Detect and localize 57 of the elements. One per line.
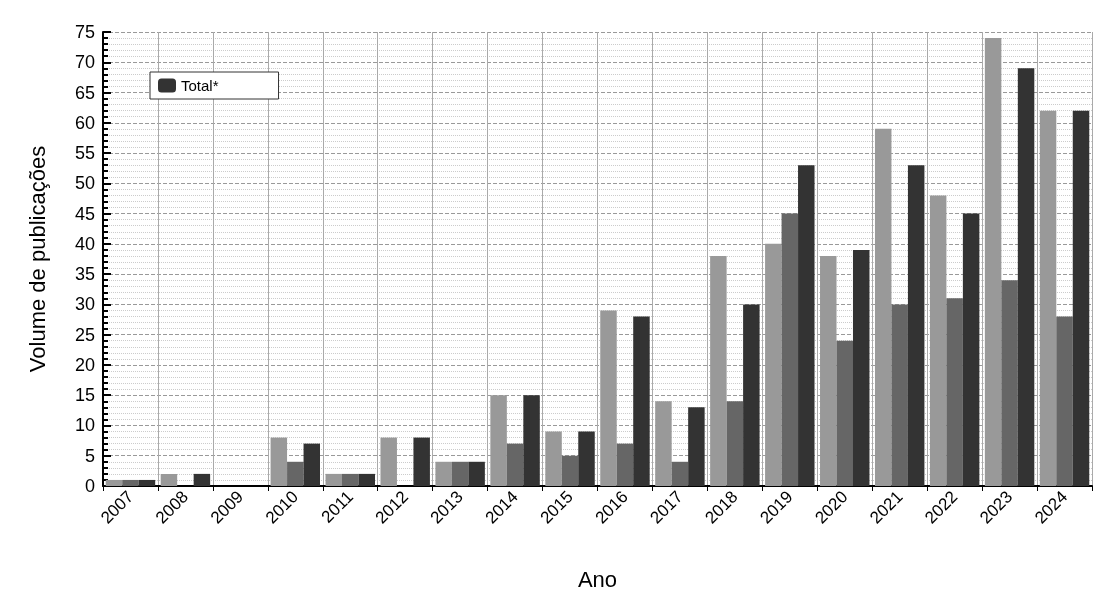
bar	[891, 304, 908, 486]
x-axis-title: Ano	[577, 566, 618, 592]
y-axis-title: Volume de publicações	[24, 145, 50, 373]
y-tick-label: 45	[74, 203, 95, 224]
bar	[962, 213, 980, 486]
bar	[852, 249, 870, 486]
bar	[798, 165, 815, 486]
bar	[413, 437, 430, 486]
bar	[1017, 68, 1035, 486]
bar	[325, 473, 343, 486]
bar	[1072, 110, 1090, 486]
legend-label: Total*	[181, 77, 219, 94]
bar	[688, 407, 705, 486]
bar	[193, 473, 211, 486]
y-tick-label: 35	[74, 264, 95, 285]
bar	[342, 473, 359, 486]
bar	[946, 298, 963, 486]
y-tick-label: 5	[84, 445, 95, 466]
y-tick-label: 15	[74, 385, 95, 406]
bar	[105, 479, 123, 486]
bar	[468, 461, 485, 486]
bar	[781, 213, 799, 486]
bar	[726, 401, 744, 486]
bar	[303, 443, 321, 486]
y-tick-label: 0	[84, 476, 95, 496]
bar	[506, 443, 524, 486]
y-tick-label: 70	[74, 52, 95, 73]
bar	[523, 395, 540, 486]
y-tick-label: 75	[74, 22, 95, 42]
y-tick-label: 10	[74, 415, 95, 436]
y-tick-label: 20	[74, 354, 95, 375]
bar	[907, 165, 925, 486]
bar	[160, 473, 178, 486]
bar	[435, 461, 452, 486]
bar	[743, 304, 760, 486]
bar	[633, 316, 650, 486]
bar	[836, 340, 853, 486]
bar	[358, 473, 375, 486]
y-tick-label: 55	[74, 143, 95, 164]
y-tick-label: 40	[74, 233, 95, 254]
bar	[122, 479, 139, 486]
bar	[451, 461, 469, 486]
bar	[616, 443, 634, 486]
bar	[671, 461, 689, 486]
bar	[984, 38, 1002, 486]
bar	[270, 437, 288, 486]
y-tick-label: 25	[74, 324, 95, 345]
y-tick-label: 65	[74, 82, 95, 103]
bar	[561, 455, 579, 486]
bar	[287, 461, 304, 486]
bar	[1001, 280, 1018, 486]
y-tick-label: 30	[74, 294, 95, 315]
bar	[138, 479, 156, 486]
bar	[1056, 316, 1073, 486]
y-tick-label: 50	[74, 173, 95, 194]
bar	[578, 431, 595, 486]
y-tick-label: 60	[74, 112, 95, 133]
